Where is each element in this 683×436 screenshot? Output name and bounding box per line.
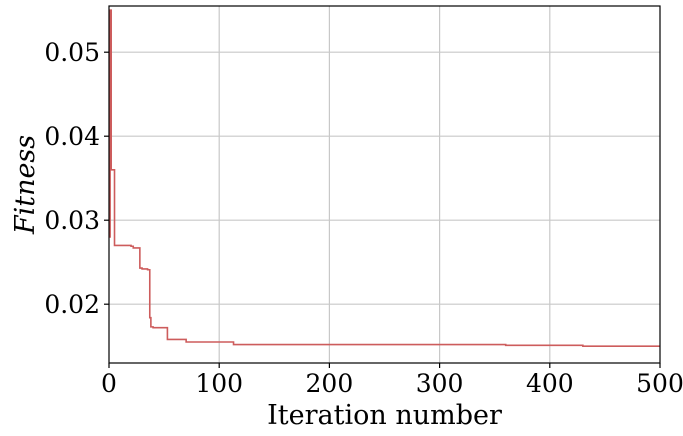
y-axis-title: Fitness [10, 135, 41, 235]
y-tick-label: 0.05 [44, 38, 100, 67]
tick-labels: 0 100 200 300 400 500 0.02 0.03 0.04 0.05 [44, 38, 683, 398]
x-tick-label: 200 [306, 369, 354, 398]
x-axis-title: Iteration number [267, 400, 502, 431]
x-tick-label: 400 [526, 369, 574, 398]
plot-frame [108, 5, 661, 364]
tick-marks [104, 51, 661, 368]
x-tick-label: 0 [101, 369, 117, 398]
x-tick-label: 100 [195, 369, 243, 398]
fitness-series-line [109, 9, 660, 347]
x-tick-label: 300 [416, 369, 464, 398]
grid-lines [109, 6, 660, 363]
y-tick-label: 0.03 [44, 206, 100, 235]
series-layer [109, 9, 660, 347]
y-tick-label: 0.02 [44, 290, 100, 319]
x-tick-label: 500 [636, 369, 683, 398]
y-tick-label: 0.04 [44, 122, 100, 151]
